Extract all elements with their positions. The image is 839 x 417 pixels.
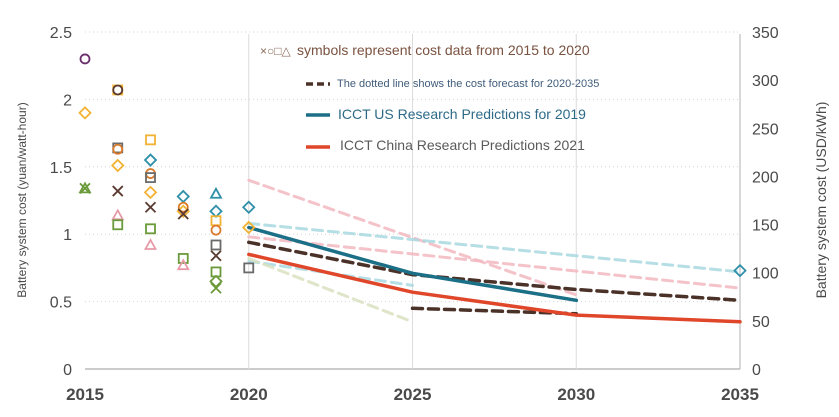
prediction-series [247,225,742,324]
legend-china-label: ICCT China Research Predictions 2021 [340,137,585,153]
x-axis-ticks: 2015 2020 2025 2030 2035 [66,385,759,404]
scatter-point [79,53,91,65]
y-right-tick-label: 350 [752,25,779,42]
scatter-point [78,106,92,120]
scatter-point [112,185,124,197]
scatter-point [145,172,156,183]
scatter-point [176,189,191,204]
y-right-tick-label: 50 [752,314,770,331]
y-left-tick-label: 1.5 [50,160,72,177]
scatter-point [177,208,189,220]
us-prediction-line [247,225,579,303]
scatter-point [143,153,158,167]
scatter-point [241,200,256,215]
y-left-tick-label: 2.5 [50,25,72,42]
legend-symbols-note: symbols represent cost data from 2015 to… [297,42,590,58]
light-forecast-line [247,235,742,290]
scatter-point [143,238,158,250]
scatter-point [145,223,156,235]
scatter-point [733,263,747,278]
legend-dashed-note: The dotted line shows the cost forecast … [337,78,599,90]
scatter-point [111,208,125,221]
y-left-tick-label: 2 [63,92,72,109]
scatter-point [112,143,124,155]
legend-symbol-glyphs: ×○□△ [260,44,292,58]
scatter-point [210,282,222,294]
light-forecast-line [247,221,742,274]
scatter-points [78,53,747,294]
y-right-tick-label: 200 [752,169,779,186]
x-tick-label: 2030 [557,385,595,404]
y-right-tick-label: 300 [752,73,779,90]
y-right-tick-label: 250 [752,121,779,138]
x-tick-label: 2020 [230,385,268,404]
light-forecast-lines [247,178,742,324]
scatter-point [112,219,124,231]
scatter-point [210,239,222,251]
scatter-point [144,201,157,213]
dark-forecast-line [247,240,742,303]
x-tick-label: 2025 [394,385,432,404]
y-right-label: Battery system cost (USD/kWh) [813,102,829,299]
scatter-point [209,204,223,219]
x-tick-label: 2035 [721,385,759,404]
scatter-point [177,201,189,213]
y-right-tick-label: 100 [752,266,779,283]
y-left-tick-label: 0 [63,362,72,379]
y-left-tick-label: 1 [63,227,72,244]
x-tick-label: 2015 [66,385,104,404]
y-left-ticks: 0 0.5 1 1.5 2 2.5 [50,25,72,379]
scatter-point [210,250,222,262]
y-right-tick-label: 150 [752,218,779,235]
y-right-ticks: 0 50 100 150 200 250 300 350 [752,25,779,379]
scatter-point [145,134,156,146]
scatter-point [176,258,190,271]
light-forecast-line [247,257,414,324]
y-right-tick-label: 0 [752,362,761,379]
scatter-point [78,181,92,194]
scatter-point [112,84,124,96]
china-prediction-line [247,252,742,324]
scatter-point [177,253,189,264]
legend-us-label: ICCT US Research Predictions for 2019 [338,106,586,122]
y-left-label: Battery system cost (yuan/watt-hour) [15,102,29,297]
scatter-point [241,220,256,235]
y-left-tick-label: 0.5 [50,295,72,312]
legend: ×○□△ symbols represent cost data from 20… [260,42,599,153]
light-forecast-line [247,178,578,297]
scatter-point [143,185,158,200]
scatter-point [243,262,255,274]
scatter-point [210,224,222,236]
scatter-point [209,186,223,199]
scatter-point [110,158,125,173]
